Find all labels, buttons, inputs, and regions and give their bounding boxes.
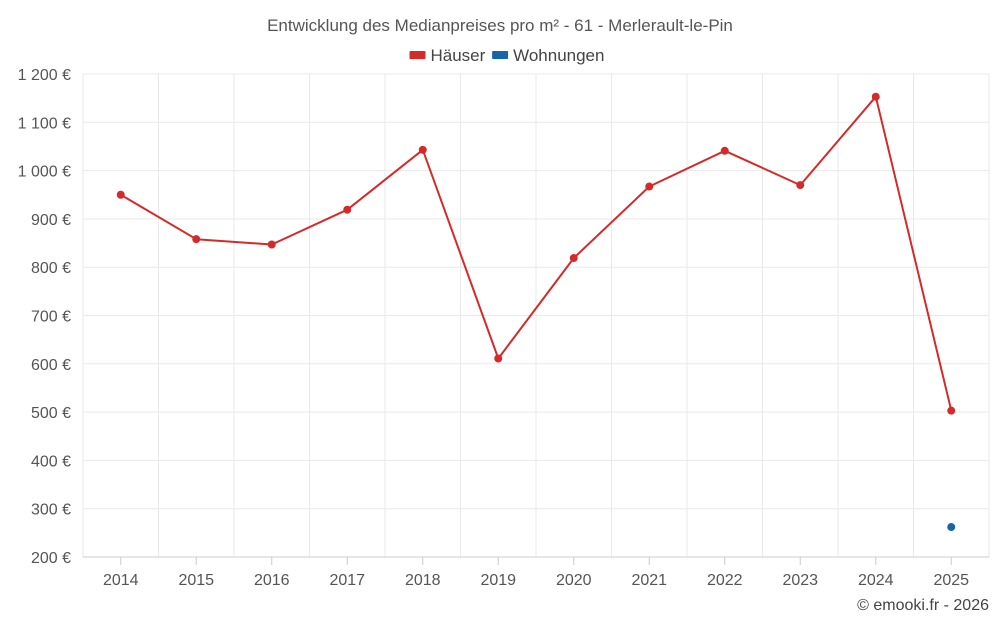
y-tick-label: 900 € <box>31 212 71 229</box>
grid <box>82 73 990 558</box>
data-point[interactable] <box>569 254 578 263</box>
data-point[interactable] <box>645 182 654 191</box>
y-tick-label: 700 € <box>31 309 71 326</box>
data-point[interactable] <box>947 406 956 415</box>
x-tick-label: 2023 <box>782 572 818 589</box>
chart-title: Entwicklung des Medianpreises pro m² - 6… <box>267 16 733 35</box>
legend-swatch <box>492 51 509 59</box>
data-point[interactable] <box>947 523 956 532</box>
data-point[interactable] <box>418 145 427 154</box>
legend: Häuser Wohnungen <box>409 46 604 65</box>
x-tick-label: 2024 <box>858 572 894 589</box>
y-tick-label: 300 € <box>31 502 71 519</box>
y-tick-label: 800 € <box>31 260 71 277</box>
legend-label: Wohnungen <box>513 46 604 65</box>
y-tick-label: 400 € <box>31 453 71 470</box>
x-tick-label: 2020 <box>556 572 592 589</box>
y-tick-label: 1 000 € <box>18 164 71 181</box>
x-tick-label: 2022 <box>707 572 743 589</box>
x-axis: 2014 2015 2016 2017 2018 2019 2020 2021 2022 2023… <box>103 557 969 589</box>
x-tick-label: 2025 <box>933 572 969 589</box>
y-tick-label: 1 100 € <box>18 115 71 132</box>
legend-item[interactable]: Wohnungen <box>492 46 604 65</box>
data-point[interactable] <box>720 146 729 155</box>
x-tick-label: 2016 <box>254 572 290 589</box>
series-points <box>116 92 956 532</box>
y-tick-label: 200 € <box>31 550 71 567</box>
y-axis: 200 € 300 € 400 € 500 € 600 € 700 € 800 € 900 €… <box>18 67 71 567</box>
legend-swatch <box>409 51 426 59</box>
series-line <box>120 95 953 411</box>
data-point[interactable] <box>796 181 805 190</box>
y-tick-label: 600 € <box>31 357 71 374</box>
x-tick-label: 2019 <box>480 572 516 589</box>
credit-text: © emooki.fr - 2026 <box>857 597 989 614</box>
legend-label: Häuser <box>431 46 486 65</box>
x-tick-label: 2015 <box>178 572 214 589</box>
data-point[interactable] <box>116 190 125 199</box>
series-lines <box>120 95 953 411</box>
x-tick-label: 2021 <box>631 572 667 589</box>
y-tick-label: 1 200 € <box>18 67 71 84</box>
y-tick-label: 500 € <box>31 405 71 422</box>
data-point[interactable] <box>343 205 352 214</box>
x-tick-label: 2014 <box>103 572 139 589</box>
x-tick-label: 2018 <box>405 572 441 589</box>
data-point[interactable] <box>494 354 503 363</box>
data-point[interactable] <box>871 92 880 101</box>
x-tick-label: 2017 <box>329 572 365 589</box>
legend-item[interactable]: Häuser <box>409 46 486 65</box>
data-point[interactable] <box>267 240 276 249</box>
data-point[interactable] <box>192 235 201 244</box>
